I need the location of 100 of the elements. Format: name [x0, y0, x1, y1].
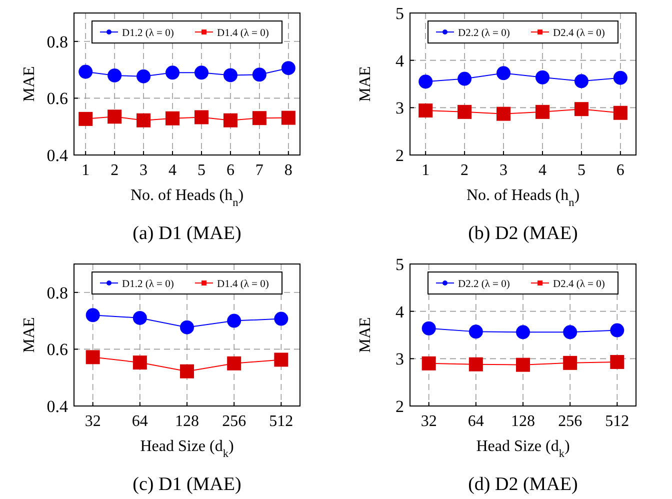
point [574, 74, 588, 88]
x-tick-label: 7 [255, 162, 264, 179]
legend-label: D1.4 (λ = 0) [217, 28, 270, 39]
x-tick-label: 4 [168, 162, 177, 179]
x-tick-label: 128 [511, 413, 535, 430]
y-tick-label: 4 [396, 51, 404, 70]
point [422, 321, 436, 336]
legend-label: D2.2 (λ = 0) [458, 28, 510, 39]
x-tick-label: 2 [110, 162, 119, 179]
point [281, 61, 296, 76]
y-tick-label: 0.6 [46, 89, 68, 108]
point [613, 106, 628, 120]
point [468, 324, 483, 339]
y-tick-label: 2 [396, 146, 404, 165]
x-axis-title: No. of Heads (h$_{n}$) [466, 187, 580, 209]
y-tick-label: 0.8 [46, 283, 68, 302]
text: (c) D1 (MAE) [132, 474, 242, 495]
point [516, 325, 530, 340]
x-tick-label: 2 [460, 162, 469, 179]
point [496, 106, 511, 121]
point [194, 110, 208, 124]
x-tick-label: 3 [140, 162, 148, 179]
point [610, 323, 624, 338]
y-axis-title: MAE [21, 317, 38, 353]
x-tick-label: 3 [500, 162, 508, 179]
point [610, 354, 624, 369]
y-axis-title: MAE [21, 66, 38, 102]
x-tick-label: 512 [269, 413, 294, 430]
point [180, 364, 194, 378]
y-tick-label: 5 [396, 255, 404, 274]
point [227, 314, 242, 328]
point [86, 350, 100, 364]
x-tick-label: 1 [422, 162, 430, 179]
y-axis-title: MAE [357, 66, 374, 102]
x-axis-title: Head Size (d$_{k}$) [140, 438, 234, 460]
point [78, 112, 93, 126]
legend-label: D1.4 (λ = 0) [217, 279, 270, 290]
point [535, 104, 550, 119]
x-tick-label: 8 [284, 162, 292, 179]
y-tick-label: 0.4 [46, 146, 68, 165]
point [274, 312, 288, 326]
y-tick-label: 3 [396, 98, 404, 118]
point [274, 352, 288, 367]
y-tick-label: 0.6 [46, 340, 68, 360]
legend-label: D1.2 (λ = 0) [122, 28, 174, 39]
y-tick-label: 2 [396, 397, 404, 416]
x-tick-label: 512 [605, 413, 630, 430]
y-tick-label: 0.4 [46, 397, 68, 416]
x-tick-label: 256 [222, 413, 246, 430]
point [458, 104, 472, 119]
point [194, 66, 208, 80]
point [166, 66, 180, 80]
point [227, 356, 242, 370]
x-tick-label: 64 [132, 413, 148, 430]
x-tick-label: 32 [84, 413, 101, 430]
x-tick-label: 6 [226, 162, 234, 179]
text: (a) D1 (MAE) [132, 223, 242, 244]
point [563, 325, 578, 340]
x-tick-label: 5 [577, 162, 586, 179]
point [223, 68, 238, 82]
point [180, 320, 194, 334]
point [535, 70, 550, 84]
point [78, 64, 93, 79]
y-tick-label: 0.8 [46, 32, 68, 52]
x-tick-label: 4 [538, 162, 546, 179]
point [252, 68, 266, 82]
y-tick-label: 4 [396, 302, 404, 322]
point [132, 356, 147, 370]
point [252, 111, 266, 126]
text: (d) D2 (MAE) [468, 474, 578, 495]
x-tick-label: 32 [420, 413, 437, 430]
point [108, 68, 122, 82]
point [516, 358, 530, 372]
point [136, 69, 151, 84]
y-tick-label: 5 [396, 4, 404, 23]
point [563, 356, 578, 370]
y-tick-label: 3 [396, 350, 404, 369]
x-tick-label: 64 [468, 413, 484, 430]
x-tick-label: 1 [82, 162, 90, 179]
point [613, 70, 628, 85]
x-tick-label: 5 [197, 162, 206, 179]
point [458, 72, 472, 86]
point [418, 74, 433, 89]
x-tick-label: 6 [616, 162, 624, 179]
legend-label: D2.4 (λ = 0) [553, 279, 606, 290]
legend-label: D2.2 (λ = 0) [458, 279, 510, 290]
point [574, 102, 588, 116]
legend-label: D2.4 (λ = 0) [553, 28, 606, 39]
y-axis-title: MAE [357, 317, 374, 353]
point [496, 66, 511, 80]
point [418, 104, 433, 118]
legend-label: D1.2 (λ = 0) [122, 279, 174, 290]
point [86, 308, 100, 322]
x-axis-title: No. of Heads (h$_{n}$) [130, 187, 244, 209]
point [108, 110, 122, 124]
text: (b) D2 (MAE) [468, 223, 578, 244]
x-tick-label: 128 [175, 413, 199, 430]
x-axis-title: Head Size (d$_{k}$) [476, 438, 570, 460]
point [468, 357, 483, 372]
point [132, 310, 147, 325]
